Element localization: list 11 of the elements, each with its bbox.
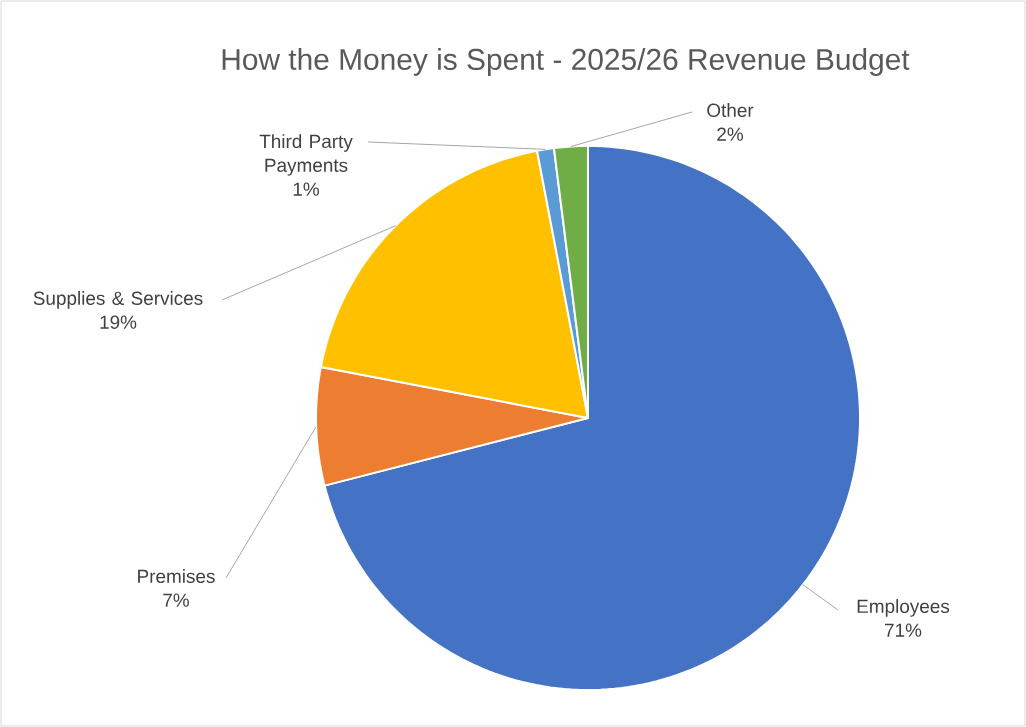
data-label: 71% [885,623,922,637]
slice-label: Premises [138,569,215,584]
chart-title: How the Money is Spent - 2025/26 Revenue Budget [222,48,910,76]
slice-label: Other [707,103,754,118]
data-label: 19% [100,315,137,329]
slice-label: Third Party Payments [259,134,353,176]
slice-label: Supplies & Services [33,291,203,309]
data-label: 1% [293,182,320,196]
slice-label: Employees [857,599,950,617]
data-label: 7% [163,593,190,607]
data-label: 2% [717,127,744,141]
